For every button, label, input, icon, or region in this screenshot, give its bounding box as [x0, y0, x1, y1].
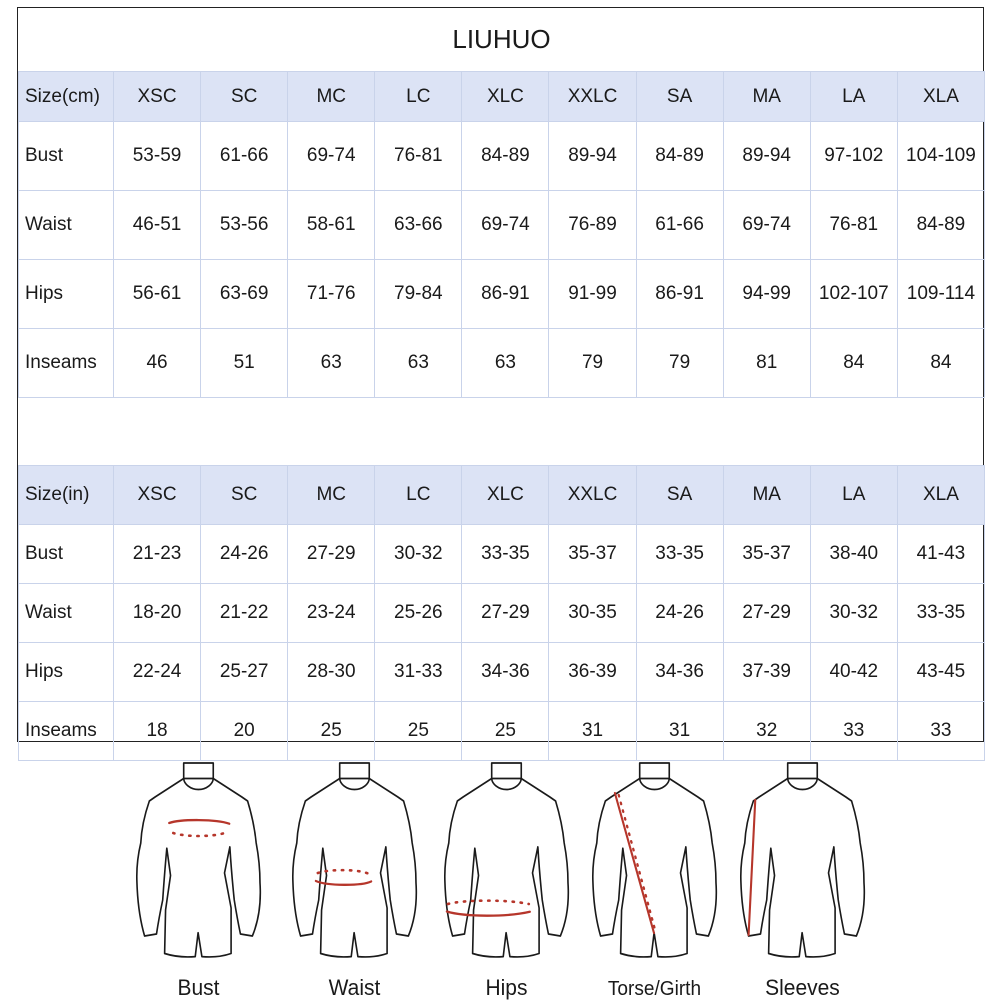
svg-text:Bust: Bust — [177, 976, 219, 1000]
svg-text:Waist: Waist — [329, 976, 381, 1000]
svg-text:Torse/Girth: Torse/Girth — [608, 978, 701, 1000]
svg-text:Hips: Hips — [485, 976, 527, 1000]
svg-text:Sleeves: Sleeves — [765, 976, 840, 1000]
